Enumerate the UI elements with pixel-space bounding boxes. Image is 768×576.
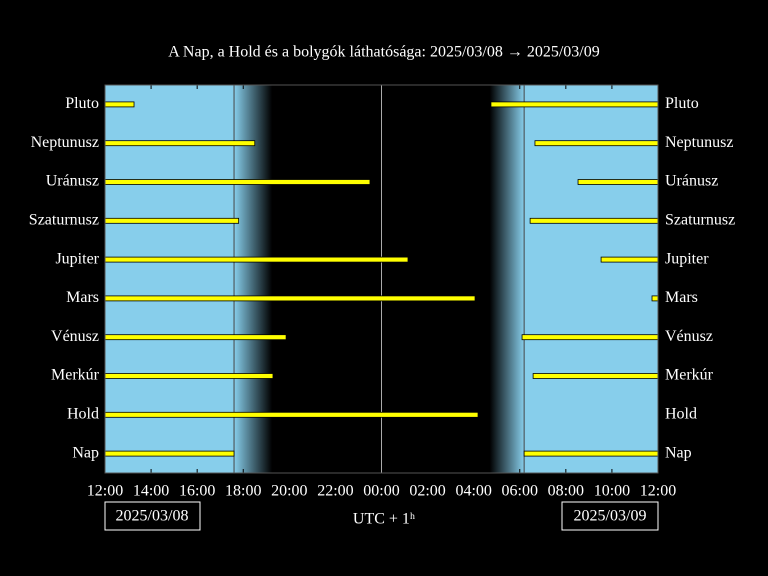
visibility-bar [532, 373, 659, 379]
row-label: Jupiter [55, 250, 99, 267]
visibility-bar [577, 179, 659, 185]
row-label: Neptunusz [665, 134, 733, 151]
dawn [489, 85, 525, 473]
visibility-bar [104, 295, 476, 302]
x-tick-label: 22:00 [317, 483, 353, 500]
x-tick-label: 12:00 [640, 483, 676, 500]
row-label: Hold [67, 405, 99, 422]
x-tick-label: 00:00 [363, 483, 399, 500]
row-label: Neptunusz [31, 134, 99, 151]
visibility-bar [104, 373, 274, 379]
date-box [104, 501, 201, 531]
x-tick-label: 06:00 [502, 483, 538, 500]
day-background [105, 85, 235, 473]
visibility-bar [104, 450, 235, 457]
day-background [524, 85, 658, 473]
start-date: 2025/03/08 [116, 508, 189, 525]
row-label: Hold [665, 405, 697, 422]
visibility-bar [104, 217, 240, 224]
visibility-bar [600, 256, 659, 263]
row-label: Merkúr [665, 367, 714, 384]
row-label: Szaturnusz [665, 211, 735, 228]
visibility-bar [104, 256, 409, 263]
x-tick-label: 16:00 [179, 483, 215, 500]
visibility-bar [104, 179, 371, 185]
visibility-bar [651, 295, 659, 302]
x-tick-label: 14:00 [133, 483, 169, 500]
row-label: Vénusz [51, 328, 99, 345]
x-tick-label: 20:00 [271, 483, 307, 500]
row-label: Jupiter [665, 250, 709, 267]
visibility-bar [104, 140, 256, 147]
chart-title: A Nap, a Hold és a bolygók láthatósága: … [168, 44, 600, 61]
row-label: Uránusz [46, 173, 99, 190]
visibility-bar [490, 101, 659, 108]
row-label: Szaturnusz [29, 211, 99, 228]
row-label: Vénusz [665, 328, 713, 345]
visibility-bar [104, 334, 287, 341]
x-tick-label: 18:00 [225, 483, 261, 500]
date-box [561, 501, 659, 531]
x-axis-label: UTC + 1ʰ [353, 511, 415, 528]
row-label: Uránusz [665, 173, 718, 190]
row-label: Nap [665, 444, 692, 461]
visibility-bar [534, 140, 659, 147]
x-tick-label: 12:00 [87, 483, 123, 500]
visibility-bar [529, 217, 659, 224]
row-label: Pluto [665, 95, 699, 112]
end-date: 2025/03/09 [574, 508, 647, 525]
dusk [234, 85, 273, 473]
row-label: Mars [665, 289, 698, 306]
row-label: Nap [72, 444, 99, 461]
row-label: Mars [66, 289, 99, 306]
x-tick-label: 02:00 [409, 483, 445, 500]
x-tick-label: 10:00 [594, 483, 630, 500]
row-label: Merkúr [51, 367, 100, 384]
visibility-bar [104, 411, 479, 418]
visibility-bar [104, 101, 135, 108]
visibility-bar [523, 450, 659, 457]
x-tick-label: 08:00 [548, 483, 584, 500]
visibility-bar [521, 334, 659, 341]
x-tick-label: 04:00 [455, 483, 491, 500]
row-label: Pluto [65, 95, 99, 112]
night [272, 85, 490, 473]
plot-frame [104, 84, 659, 474]
